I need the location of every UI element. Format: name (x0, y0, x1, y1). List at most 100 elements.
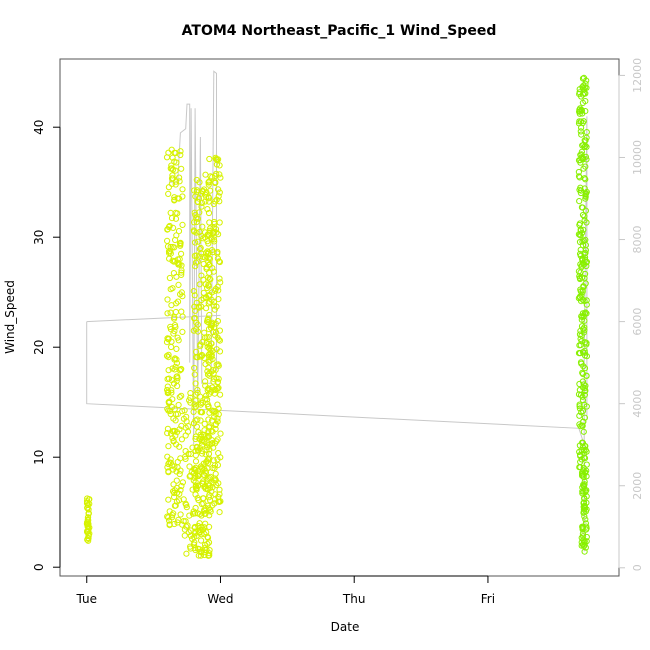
scatter-point (210, 457, 217, 464)
scatter-point (216, 189, 223, 196)
scatter-point (208, 368, 215, 375)
scatter-point (205, 209, 213, 217)
scatter-point (201, 427, 208, 434)
scatter-point (579, 472, 586, 479)
scatter-point (202, 546, 209, 553)
scatter-point (581, 217, 588, 224)
scatter-point (215, 450, 222, 457)
scatter-point (203, 529, 210, 536)
scatter-point (85, 506, 92, 513)
scatter-point (582, 309, 589, 316)
x-axis-label: Date (331, 620, 360, 634)
scatter-point (165, 496, 172, 503)
scatter-point (166, 222, 173, 230)
scatter-point (583, 499, 590, 506)
scatter-point (205, 193, 212, 200)
scatter-point (191, 292, 198, 299)
scatter-point (205, 334, 212, 341)
scatter-point (164, 430, 171, 437)
scatter-point (581, 513, 588, 520)
scatter-point (192, 307, 199, 314)
scatter-point (583, 190, 590, 197)
scatter-point (200, 495, 207, 502)
scatter-point (183, 523, 190, 530)
scatter-point (176, 394, 183, 401)
scatter-point (217, 279, 224, 286)
scatter-point (215, 186, 222, 193)
scatter-point (576, 238, 584, 246)
scatter-point (210, 236, 217, 243)
scatter-point (208, 440, 215, 447)
scatter-point (212, 408, 219, 415)
scatter-point (202, 171, 209, 178)
scatter-point (579, 526, 586, 533)
scatter-point (207, 346, 214, 353)
scatter-point (579, 310, 587, 317)
scatter-point (172, 181, 179, 188)
scatter-point (198, 441, 206, 449)
scatter-point (581, 494, 588, 501)
scatter-point (84, 517, 92, 524)
scatter-point (169, 243, 176, 251)
scatter-point (212, 320, 219, 327)
scatter-point (582, 163, 589, 170)
scatter-point (196, 209, 203, 216)
scatter-point (194, 447, 201, 454)
scatter-point (165, 389, 172, 396)
scatter-point (580, 74, 588, 82)
scatter-point (190, 541, 198, 548)
scatter-point (205, 319, 212, 326)
scatter-point (580, 226, 587, 233)
x-tick-label: Thu (342, 592, 366, 606)
scatter-point (208, 340, 215, 347)
scatter-point (170, 415, 177, 422)
scatter-point (578, 313, 585, 320)
scatter-point (192, 435, 199, 443)
scatter-point (170, 466, 177, 473)
scatter-point (198, 537, 205, 544)
scatter-point (207, 388, 215, 395)
scatter-point (173, 477, 180, 484)
scatter-point (199, 478, 207, 485)
scatter-point (575, 120, 583, 127)
scatter-point (171, 322, 179, 329)
scatter-point (189, 486, 196, 493)
scatter-point (581, 538, 588, 545)
scatter-point (195, 303, 202, 310)
scatter-point (201, 329, 208, 336)
scatter-point (581, 385, 588, 392)
scatter-point (213, 481, 220, 489)
scatter-point (208, 353, 215, 360)
scatter-point (583, 143, 590, 150)
scatter-point (198, 447, 205, 454)
scatter-point (580, 503, 587, 511)
scatter-point (165, 354, 172, 361)
scatter-point (196, 471, 203, 478)
scatter-point (173, 232, 180, 239)
scatter-point (176, 490, 183, 497)
scatter-point (578, 131, 585, 138)
scatter-point (192, 397, 199, 404)
scatter-point (576, 412, 583, 419)
scatter-point (192, 545, 199, 552)
scatter-point (212, 172, 219, 179)
scatter-point (169, 428, 176, 435)
scatter-point (214, 255, 221, 262)
scatter-point (575, 173, 583, 180)
plot-frame (59, 58, 620, 577)
scatter-point (196, 179, 203, 186)
scatter-point (582, 544, 589, 551)
scatter-point (204, 534, 212, 541)
scatter-point (580, 481, 587, 488)
scatter-point (208, 324, 215, 331)
scatter-point (202, 198, 209, 205)
y-tick-label: 20 (32, 340, 46, 355)
scatter-point (581, 391, 589, 398)
scatter-point (209, 230, 216, 237)
scatter-point (216, 275, 223, 282)
scatter-point (189, 444, 196, 451)
scatter-point (580, 447, 587, 454)
scatter-point (164, 335, 171, 342)
scatter-point (178, 392, 185, 399)
